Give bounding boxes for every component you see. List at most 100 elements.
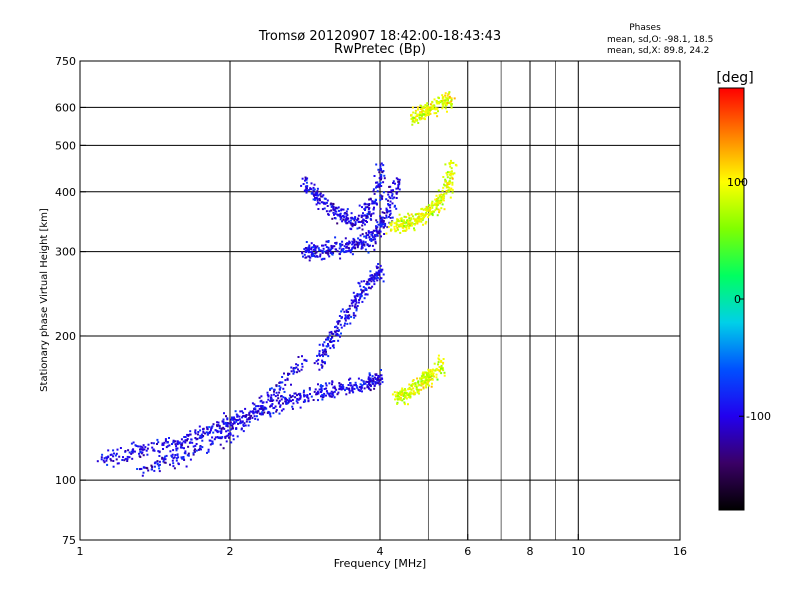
data-point [287, 374, 290, 376]
data-point [437, 357, 440, 360]
data-point [416, 219, 419, 222]
data-point [317, 208, 320, 210]
data-point [435, 376, 438, 379]
data-point [204, 432, 206, 435]
data-point [156, 443, 158, 445]
data-point [394, 398, 396, 401]
data-point [139, 448, 141, 451]
data-point [311, 252, 314, 255]
data-point [290, 370, 293, 373]
data-point [254, 411, 257, 414]
data-point [368, 379, 371, 382]
data-point [376, 226, 379, 229]
data-point [380, 217, 383, 220]
data-point [440, 372, 443, 375]
data-point [361, 233, 364, 236]
data-point [268, 411, 271, 414]
data-point [358, 389, 360, 392]
data-point [429, 376, 432, 378]
data-point [316, 190, 319, 193]
data-point [415, 386, 418, 389]
data-point [339, 245, 342, 248]
data-point [321, 360, 324, 363]
data-point [308, 244, 311, 247]
data-point [369, 270, 372, 273]
data-point [322, 351, 325, 354]
data-point [380, 374, 383, 377]
data-point [328, 334, 331, 337]
data-point [446, 110, 448, 113]
data-point [419, 118, 422, 121]
data-point [305, 191, 308, 194]
y-tick-label: 750 [55, 55, 76, 68]
data-point [442, 104, 445, 107]
data-point [431, 200, 434, 203]
data-point [413, 227, 415, 230]
data-point [322, 201, 324, 204]
data-point [395, 187, 398, 190]
data-point [443, 101, 446, 104]
data-point [391, 194, 394, 197]
data-point [434, 108, 437, 111]
data-point [302, 391, 305, 394]
data-point [186, 439, 188, 442]
data-point [378, 186, 381, 189]
grid-lines [80, 61, 680, 540]
data-point [349, 250, 352, 253]
data-point [341, 243, 344, 246]
data-point [248, 420, 251, 423]
data-point [381, 197, 384, 200]
data-point [352, 300, 355, 303]
data-point [348, 389, 351, 392]
data-point [399, 390, 402, 393]
data-point [257, 409, 260, 412]
data-point [404, 388, 406, 391]
data-point [327, 343, 329, 345]
data-point [310, 250, 313, 253]
data-point [379, 219, 382, 222]
data-point [428, 214, 431, 217]
data-point [313, 188, 316, 191]
data-point [354, 216, 357, 219]
data-point [371, 375, 374, 378]
data-point [402, 398, 405, 400]
data-point [278, 399, 281, 402]
data-point [420, 388, 423, 391]
data-point [292, 402, 295, 405]
data-point [316, 393, 319, 396]
data-point [117, 462, 120, 465]
data-point [424, 104, 427, 106]
data-point [376, 279, 379, 282]
data-point [192, 452, 195, 455]
data-point [316, 354, 319, 357]
data-point [335, 207, 338, 209]
data-point [312, 246, 315, 248]
data-point [369, 197, 372, 200]
data-point [374, 242, 377, 245]
data-point [441, 103, 444, 106]
chart-title: Tromsø 20120907 18:42:00-18:43:43 [258, 29, 501, 44]
data-point [373, 206, 375, 209]
data-point [344, 237, 347, 240]
x-tick-label: 8 [527, 545, 534, 558]
data-point [396, 401, 399, 404]
data-point [301, 355, 303, 358]
data-point [267, 398, 270, 401]
data-point [411, 215, 414, 218]
data-point [350, 302, 353, 305]
data-point [128, 451, 131, 454]
data-point [449, 165, 452, 168]
data-point [206, 431, 209, 434]
data-point [181, 446, 184, 449]
data-point [425, 220, 428, 223]
data-point [416, 106, 419, 109]
data-point [450, 106, 453, 109]
data-point [451, 173, 454, 176]
data-point [410, 388, 413, 391]
data-point [401, 222, 404, 225]
data-point [442, 105, 445, 108]
data-point [305, 360, 308, 362]
data-point [375, 163, 378, 166]
data-point [410, 224, 413, 227]
data-point [383, 174, 386, 177]
